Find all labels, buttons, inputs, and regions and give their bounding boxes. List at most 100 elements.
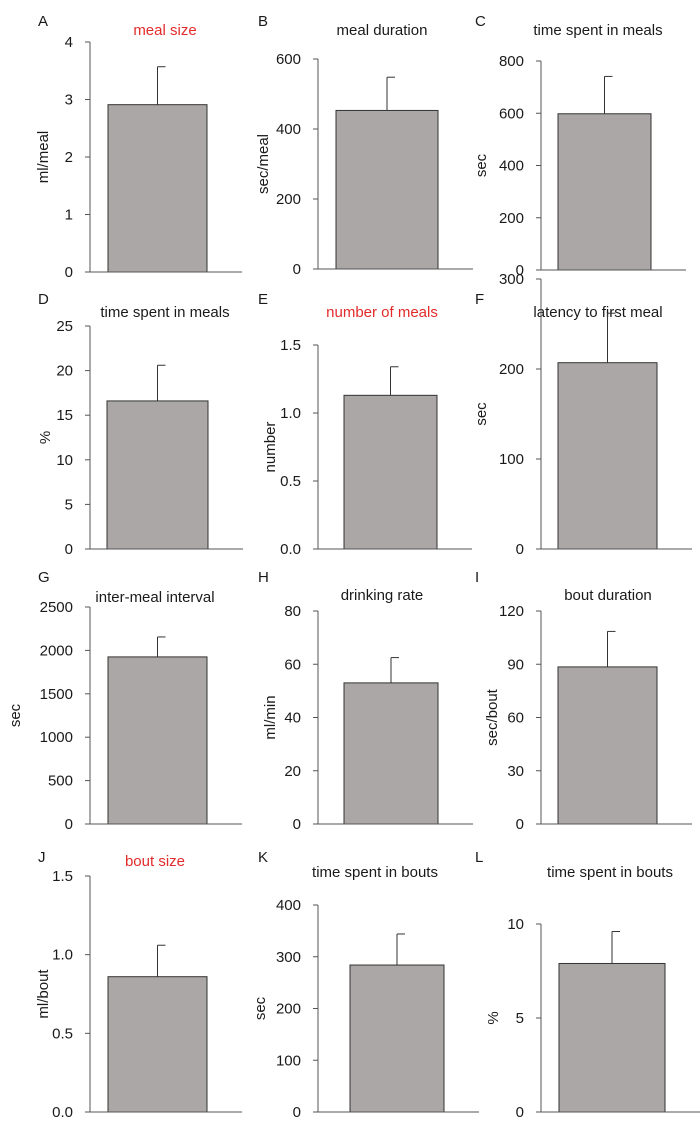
panel-a-tick-label: 2 — [65, 149, 73, 166]
panel-d-tick-label: 10 — [56, 452, 73, 469]
panel-g-tick-label: 500 — [48, 773, 73, 790]
panel-b-tick-label: 400 — [276, 121, 301, 138]
panel-k-tick-label: 300 — [276, 949, 301, 966]
panel-k-tick-label: 200 — [276, 1001, 301, 1018]
panel-f-bar — [557, 362, 658, 550]
panel-a-tick-label: 4 — [65, 34, 73, 51]
panel-h-letter: H — [258, 569, 269, 586]
panel-j-ylabel: ml/bout — [35, 969, 52, 1019]
panel-k-tick-label: 400 — [276, 897, 301, 914]
panel-e-tick-label: 1.0 — [280, 405, 301, 422]
panel-g-tick-label: 2000 — [40, 642, 73, 659]
panel-c-title: time spent in meals — [533, 22, 662, 39]
panel-j-title: bout size — [125, 853, 185, 870]
panel-l-tick-label: 10 — [507, 916, 524, 933]
panel-e-letter: E — [258, 291, 268, 308]
panel-d-title: time spent in meals — [100, 304, 229, 321]
panel-h-tick-label: 20 — [284, 763, 301, 780]
panel-d-tick-label: 0 — [65, 541, 73, 558]
panel-h-tick-label: 0 — [293, 816, 301, 833]
panel-l-title: time spent in bouts — [547, 864, 673, 881]
panel-f-letter: F — [475, 291, 484, 308]
panel-l-letter: L — [475, 849, 483, 866]
panel-i-letter: I — [475, 569, 479, 586]
panel-j-bar — [107, 976, 208, 1113]
panel-e-tick-label: 1.5 — [280, 337, 301, 354]
panel-a-tick-label: 1 — [65, 207, 73, 224]
panel-g-tick-label: 1000 — [40, 729, 73, 746]
panel-i-tick-label: 30 — [507, 763, 524, 780]
panel-h-tick-label: 40 — [284, 710, 301, 727]
panel-i-tick-label: 0 — [516, 816, 524, 833]
panel-e-tick-label: 0.0 — [280, 541, 301, 558]
panel-k-title: time spent in bouts — [312, 864, 438, 881]
panel-g-tick-label: 1500 — [40, 686, 73, 703]
panel-f-tick-label: 0 — [516, 541, 524, 558]
panel-g-title: inter-meal interval — [95, 589, 214, 606]
panel-a-ylabel: ml/meal — [35, 131, 52, 184]
panel-l-tick-label: 0 — [516, 1104, 524, 1121]
panel-c-tick-label: 400 — [499, 158, 524, 175]
panel-c-ylabel: sec — [473, 153, 490, 177]
panel-e-title: number of meals — [326, 304, 438, 321]
panel-h-tick-label: 80 — [284, 603, 301, 620]
panel-b-tick-label: 200 — [276, 191, 301, 208]
panel-c-tick-label: 800 — [499, 53, 524, 70]
panel-c-tick-label: 0 — [516, 262, 524, 279]
panel-b-tick-label: 600 — [276, 51, 301, 68]
panel-j-tick-label: 1.0 — [52, 947, 73, 964]
panel-c-bar — [557, 113, 652, 271]
panel-i-tick-label: 60 — [507, 710, 524, 727]
panel-b-ylabel: sec/meal — [255, 134, 272, 194]
panel-h-ylabel: ml/min — [262, 695, 279, 739]
panel-d-ylabel: % — [37, 431, 54, 444]
panel-a-tick-label: 0 — [65, 264, 73, 281]
panel-a-letter: A — [38, 13, 48, 30]
panel-a-title: meal size — [133, 22, 196, 39]
panel-k-ylabel: sec — [252, 996, 269, 1020]
panel-j-tick-label: 0.5 — [52, 1025, 73, 1042]
panel-d-letter: D — [38, 291, 49, 308]
panel-d-bar — [106, 400, 209, 550]
panel-d-tick-label: 25 — [56, 318, 73, 335]
panel-g-ylabel: sec — [7, 703, 24, 727]
panel-e-tick-label: 0.5 — [280, 473, 301, 490]
panel-j-tick-label: 0.0 — [52, 1104, 73, 1121]
panel-k-letter: K — [258, 849, 268, 866]
panel-c-tick-label: 200 — [499, 210, 524, 227]
panel-i-title: bout duration — [564, 587, 652, 604]
panel-i-ylabel: sec/bout — [484, 688, 501, 746]
panel-f-ylabel: sec — [473, 402, 490, 426]
panel-k-bar — [349, 964, 445, 1113]
panel-h-tick-label: 60 — [284, 656, 301, 673]
panel-c-letter: C — [475, 13, 486, 30]
panel-f-tick-label: 100 — [499, 451, 524, 468]
panel-f-title: latency to first meal — [533, 304, 662, 321]
panel-l-ylabel: % — [485, 1011, 502, 1024]
panel-g-tick-label: 0 — [65, 816, 73, 833]
panel-b-bar — [335, 109, 439, 270]
panel-g-letter: G — [38, 569, 50, 586]
panel-g-tick-label: 2500 — [40, 599, 73, 616]
panel-g-bar — [107, 656, 208, 825]
panel-f-tick-label: 200 — [499, 361, 524, 378]
panel-i-tick-label: 120 — [499, 603, 524, 620]
panel-i-bar — [557, 666, 658, 825]
panel-c-tick-label: 600 — [499, 105, 524, 122]
panel-h-bar — [343, 682, 439, 825]
panel-b-letter: B — [258, 13, 268, 30]
panel-j-tick-label: 1.5 — [52, 868, 73, 885]
panel-i-tick-label: 90 — [507, 656, 524, 673]
panel-a-bar — [107, 104, 208, 273]
panel-j-letter: J — [38, 849, 46, 866]
panel-d-tick-label: 20 — [56, 363, 73, 380]
panel-k-tick-label: 100 — [276, 1052, 301, 1069]
panel-l-tick-label: 5 — [516, 1010, 524, 1027]
panel-d-tick-label: 15 — [56, 407, 73, 424]
panel-h-title: drinking rate — [341, 587, 424, 604]
panel-f-tick-label: 300 — [499, 271, 524, 288]
panel-e-ylabel: number — [262, 422, 279, 473]
panel-b-title: meal duration — [337, 22, 428, 39]
panel-e-bar — [343, 394, 438, 550]
